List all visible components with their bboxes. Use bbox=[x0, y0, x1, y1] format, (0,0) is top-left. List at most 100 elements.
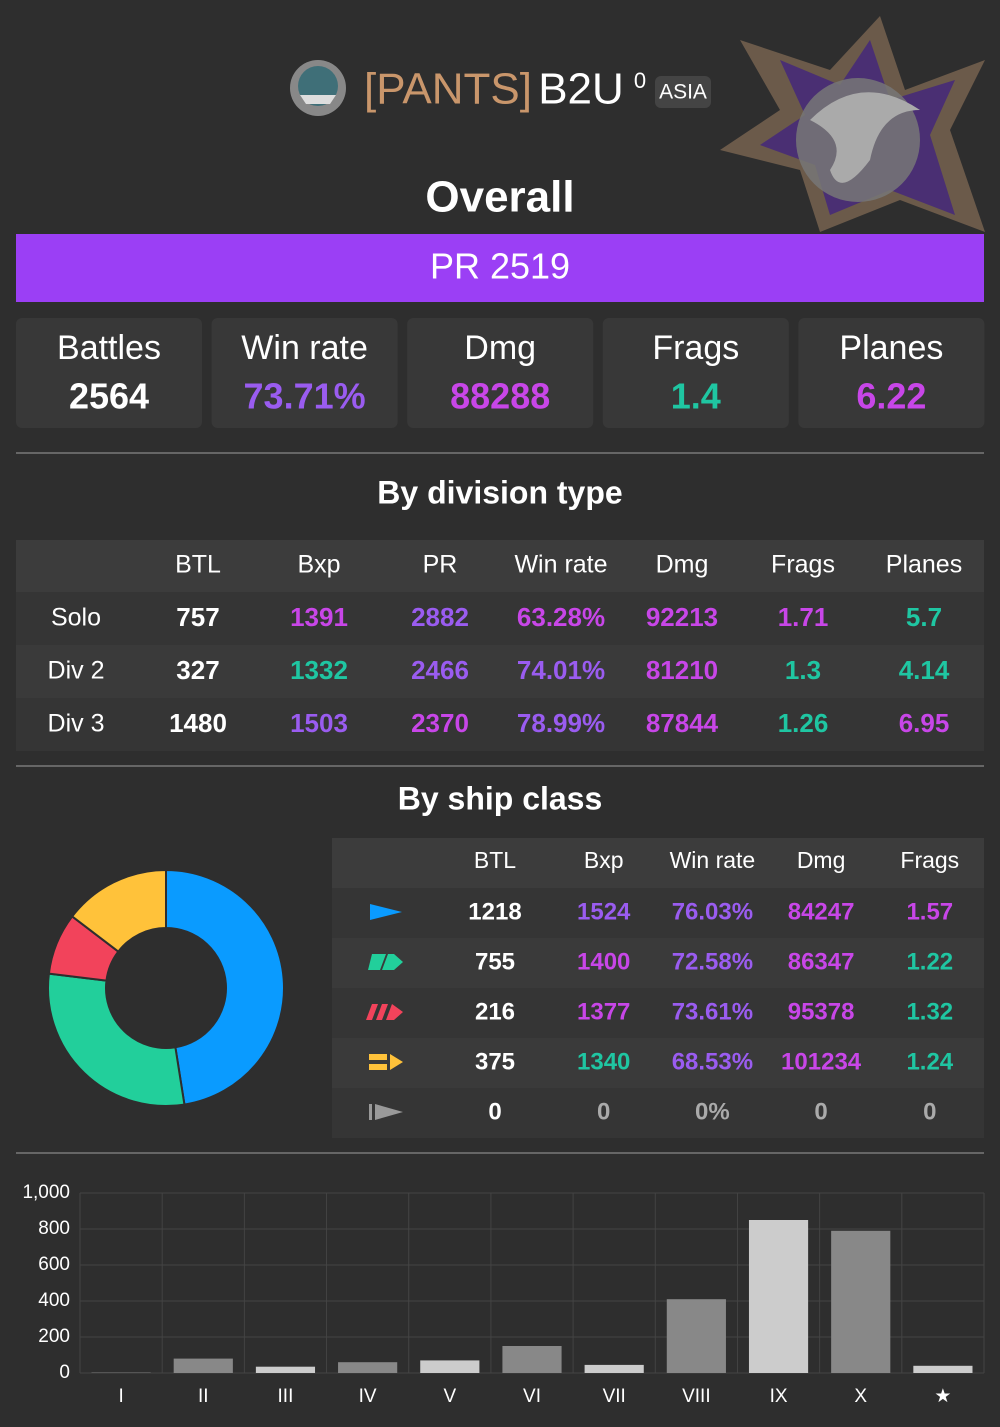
bar bbox=[748, 1220, 809, 1373]
bar bbox=[420, 1360, 480, 1373]
table-cell: 1.32 bbox=[906, 998, 953, 1025]
table-cell: 92213 bbox=[646, 602, 718, 632]
table-cell: 76.03% bbox=[672, 898, 753, 925]
bar bbox=[502, 1346, 562, 1373]
table-cell: 1.22 bbox=[906, 948, 953, 975]
table-cell: 1400 bbox=[577, 948, 630, 975]
table-cell: 95378 bbox=[788, 998, 855, 1025]
table-cell: 63.28% bbox=[517, 602, 605, 632]
stat-value: 1.4 bbox=[671, 376, 721, 417]
bar bbox=[91, 1372, 151, 1373]
table-row bbox=[332, 1038, 984, 1088]
table-cell: 1.71 bbox=[778, 602, 829, 632]
table-cell: 101234 bbox=[781, 1048, 862, 1075]
table-row bbox=[332, 938, 984, 988]
table-cell: 72.58% bbox=[672, 948, 753, 975]
table-cell: 2882 bbox=[411, 602, 469, 632]
table-row bbox=[16, 645, 984, 698]
table-cell: 757 bbox=[176, 602, 219, 632]
y-tick-label: 1,000 bbox=[22, 1182, 70, 1203]
stat-label: Win rate bbox=[241, 329, 368, 367]
table-cell: 81210 bbox=[646, 655, 718, 685]
donut-segment bbox=[165, 868, 285, 1106]
section-title: Overall bbox=[425, 173, 574, 222]
stat-value: 88288 bbox=[450, 376, 550, 417]
stat-card bbox=[407, 318, 594, 428]
table-row bbox=[332, 988, 984, 1038]
stat-label: Frags bbox=[652, 329, 739, 367]
bar bbox=[831, 1230, 891, 1373]
table-cell: 216 bbox=[475, 998, 515, 1025]
bar bbox=[173, 1358, 233, 1373]
x-tick-label: II bbox=[198, 1386, 209, 1407]
table-cell: 78.99% bbox=[517, 708, 605, 738]
x-tick-label: V bbox=[443, 1386, 456, 1407]
table-header bbox=[16, 540, 984, 592]
table-cell: 0 bbox=[814, 1098, 827, 1125]
column-header: Bxp bbox=[297, 551, 340, 579]
table-cell: 1.26 bbox=[778, 708, 829, 738]
table-cell: 1503 bbox=[290, 708, 348, 738]
x-tick-label: I bbox=[118, 1386, 123, 1407]
stat-card bbox=[211, 318, 398, 428]
table-cell: 74.01% bbox=[517, 655, 605, 685]
table-cell: 87844 bbox=[646, 708, 719, 738]
column-header: BTL bbox=[474, 847, 516, 873]
bar bbox=[913, 1365, 973, 1373]
table-cell: 1.3 bbox=[785, 655, 821, 685]
table-cell: 4.14 bbox=[899, 655, 950, 685]
region-badge bbox=[655, 76, 711, 108]
column-header: PR bbox=[423, 551, 458, 579]
table-cell: 84247 bbox=[788, 898, 855, 925]
table-cell: 1480 bbox=[169, 708, 227, 738]
table-header bbox=[332, 838, 984, 888]
section-title: By division type bbox=[377, 474, 622, 510]
section-title: By ship class bbox=[398, 780, 603, 816]
table-row bbox=[16, 592, 984, 645]
column-header: Dmg bbox=[797, 847, 846, 873]
table-cell: 2466 bbox=[411, 655, 469, 685]
table-cell: 0 bbox=[923, 1098, 936, 1125]
table-cell: 1.24 bbox=[906, 1048, 953, 1075]
player-name: B2U bbox=[538, 65, 624, 114]
bar bbox=[584, 1364, 644, 1373]
table-cell: 6.95 bbox=[899, 708, 950, 738]
table-row bbox=[332, 888, 984, 938]
table-cell: 0% bbox=[695, 1098, 730, 1125]
table-cell: 1340 bbox=[577, 1048, 630, 1075]
column-header: Planes bbox=[886, 551, 962, 579]
region: ASIA bbox=[659, 81, 707, 104]
pr-bar bbox=[16, 234, 984, 302]
column-header: Frags bbox=[900, 847, 959, 873]
row-label: Solo bbox=[51, 604, 101, 632]
x-tick-label: III bbox=[278, 1386, 294, 1407]
table-cell: 0 bbox=[597, 1098, 610, 1125]
column-header: BTL bbox=[175, 551, 221, 579]
emblem bbox=[290, 60, 346, 116]
level: 0 bbox=[634, 68, 646, 93]
x-tick-label: VI bbox=[523, 1386, 541, 1407]
x-tick-label: VIII bbox=[682, 1386, 711, 1407]
stat-card bbox=[798, 318, 985, 428]
column-header: Dmg bbox=[656, 551, 709, 579]
row-label: Div 2 bbox=[48, 657, 105, 685]
bar bbox=[666, 1299, 726, 1373]
table-cell: 1332 bbox=[290, 655, 348, 685]
class-icons bbox=[366, 904, 403, 1120]
x-tick-label: IX bbox=[770, 1386, 788, 1407]
stat-label: Battles bbox=[57, 329, 161, 367]
stat-value: 2564 bbox=[69, 376, 149, 417]
stat-label: Dmg bbox=[464, 329, 536, 367]
table-cell: 2370 bbox=[411, 708, 469, 738]
bar bbox=[255, 1366, 316, 1373]
y-tick-label: 0 bbox=[59, 1362, 70, 1383]
table-cell: 5.7 bbox=[906, 602, 942, 632]
y-tick-label: 200 bbox=[38, 1326, 70, 1347]
medal bbox=[720, 16, 985, 232]
tables: Battles 2564 Win rate 73.71% Dmg 88288 Frags 1.… bbox=[16, 318, 985, 1138]
table-row bbox=[332, 1088, 984, 1138]
table-cell: 327 bbox=[176, 655, 219, 685]
column-header: Win rate bbox=[514, 551, 607, 579]
x-tick-label: ★ bbox=[934, 1386, 951, 1407]
